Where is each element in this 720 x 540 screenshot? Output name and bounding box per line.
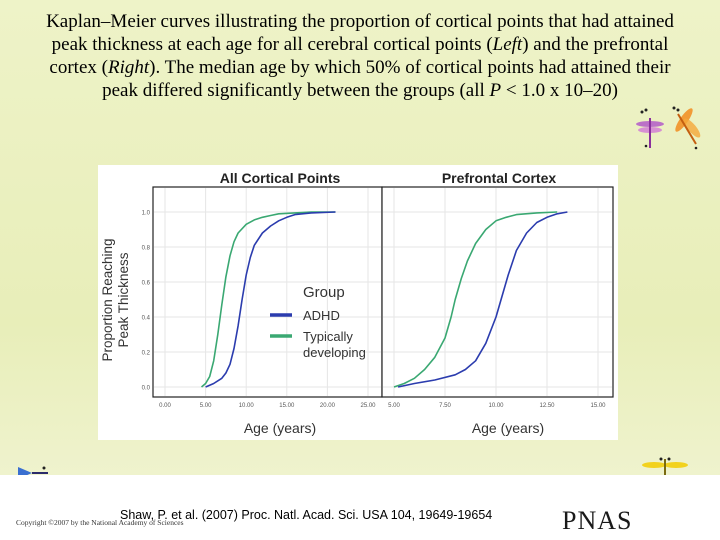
citation: Shaw, P. et al. (2007) Proc. Natl. Acad.…: [120, 508, 493, 522]
x-tick-label: 15.00: [590, 403, 606, 409]
dragonfly-icon: [642, 457, 688, 485]
x-tick-label: 10.00: [488, 403, 504, 409]
series-line-adhd: [205, 211, 336, 388]
y-tick-label: 0.8: [142, 246, 151, 252]
title-left-word: Left: [492, 34, 523, 55]
x-tick-label: 12.50: [539, 403, 555, 409]
y-axis-label-line2: Peak Thickness: [116, 252, 131, 347]
title-line-4a: peak differed significantly between the …: [102, 80, 490, 101]
panel-title-left: All Cortical Points: [220, 170, 341, 186]
x-tick-label: 5.00: [388, 403, 400, 409]
panel-frame-1: [381, 186, 614, 398]
dragonfly-icon: [636, 106, 701, 150]
panel-frame-0: [152, 186, 383, 398]
x-axis-label-left: Age (years): [244, 420, 316, 436]
x-tick-label: 15.00: [279, 403, 295, 409]
title-line-3b: ). The median age by which 50% of cortic…: [149, 57, 671, 78]
title-line-2: peak thickness at each age for all cereb…: [51, 34, 493, 55]
y-tick-label: 0.2: [142, 351, 151, 357]
km-chart: All Cortical Points Prefrontal Cortex Pr…: [100, 170, 614, 436]
copyright: Copyright ©2007 by the National Academy …: [16, 518, 184, 527]
x-tick-label: 5.00: [200, 403, 212, 409]
title-right-word: Right: [107, 57, 150, 78]
series-line-typical: [200, 211, 336, 388]
y-tick-label: 1.0: [142, 211, 151, 217]
y-tick-label: 0.0: [142, 386, 151, 392]
title-line-1: Kaplan–Meier curves illustrating the pro…: [46, 11, 674, 32]
slide-title: Kaplan–Meier curves illustrating the pro…: [20, 10, 700, 102]
legend: Group ADHD Typically developing: [270, 284, 366, 360]
x-tick-label: 20.00: [320, 403, 336, 409]
title-line-3a: cortex (: [49, 57, 108, 78]
km-figure: All Cortical Points Prefrontal Cortex Pr…: [98, 165, 618, 440]
panel-title-right: Prefrontal Cortex: [442, 170, 557, 186]
legend-label-adhd: ADHD: [303, 308, 340, 323]
series-line-typical: [393, 211, 558, 388]
title-p-symbol: P: [489, 80, 502, 101]
legend-label-typical-line1: Typically: [303, 329, 353, 344]
y-tick-label: 0.4: [142, 316, 151, 322]
footer: [0, 475, 720, 540]
x-tick-label: 7.50: [439, 403, 451, 409]
y-axis-label-line1: Proportion Reaching: [100, 238, 115, 361]
series-line-adhd: [397, 211, 568, 388]
x-tick-label: 10.00: [239, 403, 255, 409]
title-line-4b: < 1.0 x 10–20): [501, 80, 618, 101]
pnas-logo: PNAS: [562, 506, 633, 535]
x-tick-label: 0.00: [159, 403, 171, 409]
x-tick-label: 25.00: [360, 403, 376, 409]
title-line-2b: ) and the prefrontal: [522, 34, 669, 55]
legend-label-typical-line2: developing: [303, 345, 366, 360]
legend-title: Group: [303, 284, 345, 301]
x-axis-label-right: Age (years): [472, 420, 544, 436]
y-tick-label: 0.6: [142, 281, 151, 287]
